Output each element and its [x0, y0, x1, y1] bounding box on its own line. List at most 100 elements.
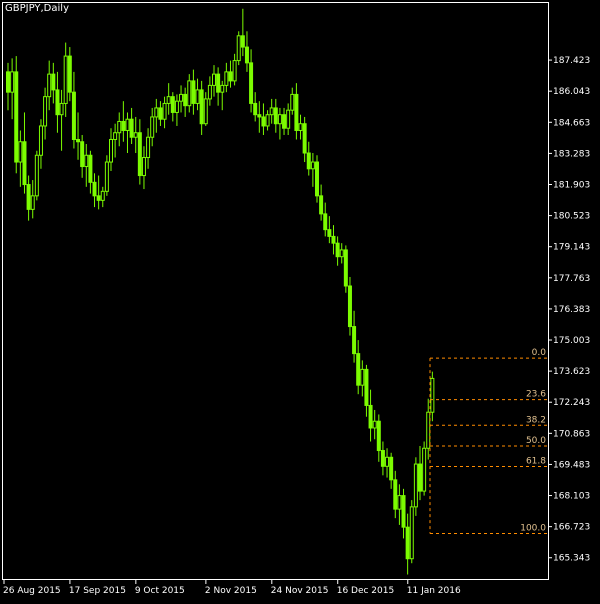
candle [294, 83, 299, 140]
candle [125, 112, 130, 154]
candle-body-bearish [389, 456, 394, 481]
candle [203, 92, 208, 126]
candle [14, 56, 19, 174]
candle [199, 80, 204, 135]
candle [389, 452, 394, 489]
candle-body-bullish [100, 190, 105, 201]
candle-body-bullish [298, 123, 303, 131]
candle [335, 236, 340, 266]
axes-layer: 187.423 186.043 184.663 183.283 181.903 180.5… [2, 2, 590, 596]
candle-body-bearish [323, 213, 328, 231]
candle-body-bearish [240, 35, 245, 48]
candle [121, 101, 126, 142]
candle-body-bullish [397, 495, 402, 510]
candle [273, 98, 278, 133]
candle [22, 112, 27, 194]
candle-body-bearish [335, 242, 340, 258]
candle [282, 107, 287, 135]
candle-body-bearish [55, 89, 60, 116]
candle [343, 245, 348, 293]
candle-body-bullish [113, 132, 118, 140]
candle [150, 107, 155, 147]
candle-body-bullish [117, 120, 122, 134]
candle [269, 98, 274, 124]
candle-body-bullish [195, 89, 200, 104]
candle-body-bullish [187, 80, 192, 107]
candle-body-bullish [277, 114, 282, 125]
candle-body-bearish [418, 463, 422, 492]
candle [129, 107, 134, 144]
y-tick-label: 173.623 [553, 367, 590, 377]
candle-body-bearish [216, 73, 221, 93]
plot-frame [2, 2, 549, 580]
candle-body-bullish [133, 132, 138, 138]
candle-body-bullish [166, 96, 171, 104]
candle-body-bullish [63, 55, 68, 104]
y-tick-label: 184.663 [553, 118, 590, 128]
candle [216, 67, 221, 106]
y-tick-label: 181.903 [553, 180, 590, 190]
candle-body-bullish [43, 96, 48, 127]
candle-body-bullish [162, 102, 167, 120]
candle-body-bearish [137, 132, 142, 177]
candle-body-bullish [286, 109, 291, 129]
candle [154, 98, 159, 133]
candle [100, 186, 105, 208]
candle-body-bullish [224, 71, 229, 86]
candle [96, 175, 101, 210]
candle [6, 62, 10, 111]
candle-body-bullish [84, 154, 89, 168]
candle-body-bearish [319, 195, 324, 215]
candle [372, 409, 377, 440]
candle [162, 96, 167, 129]
candle [141, 146, 146, 190]
fib-level-label: 61.8 [526, 457, 546, 467]
candle-body-bullish [30, 195, 35, 210]
candle-body-bullish [125, 118, 130, 131]
candle [364, 364, 369, 417]
candle [55, 71, 60, 133]
candle-body-bearish [282, 114, 287, 129]
candle-body-bullish [150, 116, 155, 138]
candle [265, 110, 270, 131]
candle [385, 448, 390, 478]
candle [92, 173, 97, 208]
candle [170, 92, 175, 122]
candle [59, 89, 64, 151]
candle-body-bearish [343, 249, 348, 287]
candle [146, 128, 151, 169]
candle-body-bearish [22, 141, 27, 186]
candle [409, 500, 414, 564]
candle-body-bullish [179, 93, 184, 102]
candle-body-bearish [88, 154, 93, 183]
fibonacci-retracement[interactable]: 0.0 23.6 38.2 50.0 61.8 100.0 [429, 348, 548, 534]
candle [347, 276, 352, 336]
candles-layer [6, 8, 435, 575]
candle-body-bullish [18, 141, 23, 163]
candle-body-bearish [253, 102, 258, 116]
candle [10, 58, 15, 120]
candle [319, 184, 324, 221]
candle [117, 112, 122, 147]
candle-body-bearish [401, 495, 406, 528]
candle-body-bearish [129, 118, 134, 138]
candle [80, 134, 85, 178]
y-tick-label: 166.723 [553, 523, 590, 533]
candle-body-bullish [38, 125, 43, 156]
candle-body-bearish [228, 71, 233, 82]
candle [323, 202, 328, 237]
y-tick-label: 172.243 [553, 398, 590, 408]
candle [76, 112, 81, 160]
candle [257, 101, 262, 133]
x-tick-label: 11 Jan 2016 [407, 586, 461, 596]
candle [368, 389, 373, 442]
candle-body-bearish [405, 526, 410, 560]
candle [88, 150, 93, 194]
candle [405, 513, 410, 575]
candle-body-bearish [71, 91, 76, 140]
candle [286, 103, 291, 135]
candle [277, 107, 282, 140]
